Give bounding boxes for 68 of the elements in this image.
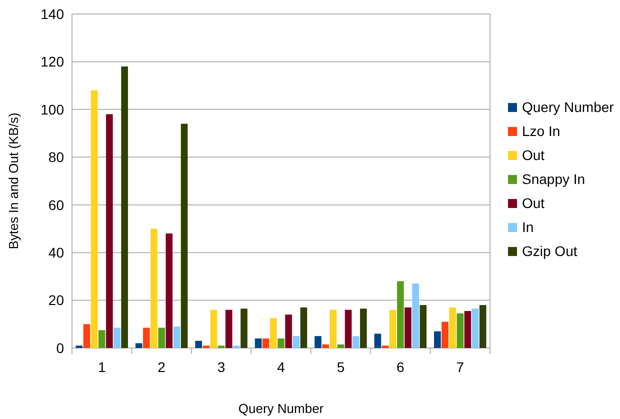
bar [337, 344, 344, 348]
bar [240, 308, 248, 348]
y-tick-label: 0 [56, 340, 64, 356]
x-tick-label: 1 [98, 359, 106, 375]
bar [420, 305, 427, 348]
bar [166, 233, 173, 348]
bar [135, 343, 142, 348]
x-tick-label: 7 [456, 359, 464, 375]
bar [90, 90, 98, 348]
bar [195, 340, 202, 348]
x-tick-label: 5 [336, 359, 345, 375]
bar [83, 324, 90, 348]
legend-label: In [522, 219, 534, 235]
bar [472, 308, 479, 348]
bar [374, 334, 382, 348]
legend-label: Out [522, 147, 545, 163]
y-tick-label: 20 [48, 292, 64, 308]
bar [352, 336, 360, 348]
bar [412, 284, 419, 348]
y-tick-label: 120 [40, 54, 64, 70]
x-axis-title: Query Number [238, 401, 324, 416]
bar [292, 336, 300, 348]
x-tick-label: 6 [396, 359, 405, 375]
bar [225, 310, 232, 348]
bar [262, 338, 270, 348]
y-tick-label: 60 [48, 196, 64, 213]
bar [360, 308, 367, 348]
y-axis-title: Bytes In and Out (KB/s) [6, 112, 21, 250]
legend-label: Query Number [522, 99, 614, 115]
bar [322, 344, 329, 348]
x-tick-label: 2 [158, 359, 166, 375]
bar [389, 310, 396, 348]
bar [434, 331, 441, 348]
bar [270, 318, 277, 348]
bar [143, 328, 150, 348]
legend-label: Lzo In [522, 123, 560, 139]
bar [106, 114, 113, 348]
legend-label: Gzip Out [522, 243, 578, 259]
bar [330, 310, 337, 348]
bar [464, 311, 472, 348]
bar [442, 322, 448, 348]
x-tick-label: 4 [277, 359, 286, 375]
y-tick-label: 40 [48, 244, 64, 260]
legend-label: Snappy In [522, 171, 586, 187]
bar [158, 328, 165, 348]
bar [314, 336, 322, 348]
bar [456, 313, 464, 348]
bar [210, 310, 218, 348]
bar [150, 228, 158, 348]
bar [180, 124, 188, 348]
bar [254, 338, 262, 348]
bar [404, 307, 412, 348]
bar [114, 328, 120, 348]
bar [449, 307, 456, 348]
bar [173, 326, 180, 348]
legend-label: Out [522, 195, 545, 211]
bar [300, 307, 308, 348]
bar [278, 338, 284, 348]
bar [98, 330, 106, 348]
bar [285, 314, 292, 348]
bar [397, 281, 404, 348]
bar [344, 310, 352, 348]
y-tick-label: 140 [40, 6, 64, 22]
x-tick-label: 3 [217, 359, 226, 375]
bar [479, 305, 486, 348]
y-tick-label: 80 [48, 149, 64, 166]
bar [121, 66, 128, 348]
y-tick-label: 100 [40, 101, 64, 118]
